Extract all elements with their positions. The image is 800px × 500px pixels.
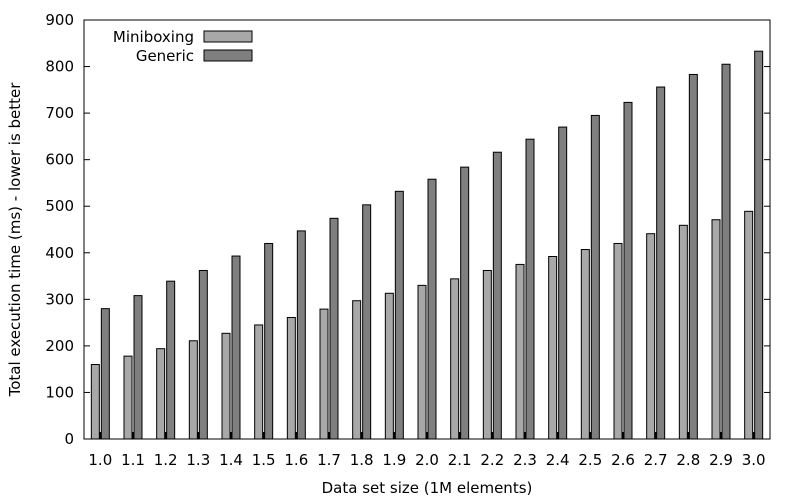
x-tick-label: 2.0	[415, 451, 439, 469]
bar-generic	[362, 204, 372, 440]
x-tick-label: 2.4	[546, 451, 570, 469]
bar-miniboxing	[286, 316, 296, 440]
y-tick-label: 600	[45, 151, 74, 169]
x-axis: 1.0 1.1 1.2 1.3 1.4 1.5 1.6 1.7 1.8 1.9 2.0 2.1 2.2 2…	[88, 432, 766, 469]
x-tick-label: 2.9	[709, 451, 733, 469]
x-tick-label: 2.8	[676, 451, 700, 469]
bar-miniboxing	[613, 242, 623, 440]
bar-generic	[100, 308, 110, 440]
plot-frame	[83, 19, 771, 440]
x-tick-label: 2.3	[513, 451, 537, 469]
x-tick-label: 1.5	[252, 451, 276, 469]
bar-generic	[623, 101, 633, 440]
y-axis-label: Total execution time (ms) - lower is bet…	[6, 82, 24, 398]
bar-miniboxing	[450, 278, 460, 440]
bar-miniboxing	[548, 256, 558, 440]
y-tick-label: 200	[45, 337, 74, 355]
x-tick-label: 1.1	[121, 451, 145, 469]
bar-generic	[231, 255, 241, 440]
legend-swatch	[203, 30, 253, 43]
y-axis: 0 100 200 300 400 500 600 700 800 900	[45, 11, 770, 448]
y-tick-label: 0	[64, 430, 74, 448]
bar-generic	[198, 269, 208, 440]
bar-miniboxing	[711, 219, 721, 440]
bar-miniboxing	[646, 233, 656, 440]
y-tick-label: 500	[45, 197, 74, 215]
bar-generic	[525, 138, 535, 440]
bar-generic	[590, 114, 600, 440]
legend-label: Miniboxing	[113, 28, 194, 46]
x-tick-label: 1.7	[317, 451, 341, 469]
bar-miniboxing	[678, 224, 688, 440]
bar-generic	[166, 280, 176, 440]
y-tick-label: 800	[45, 58, 74, 76]
bar-generic	[688, 73, 698, 440]
legend-label: Generic	[136, 47, 194, 65]
bar-miniboxing	[417, 284, 427, 440]
bar-generic	[133, 295, 143, 440]
bar-miniboxing	[515, 263, 525, 440]
x-tick-label: 1.6	[284, 451, 308, 469]
x-tick-label: 2.1	[448, 451, 472, 469]
bar-miniboxing	[156, 348, 166, 440]
x-tick-label: 1.3	[186, 451, 210, 469]
x-tick-label: 1.4	[219, 451, 243, 469]
bar-miniboxing	[90, 364, 100, 440]
y-tick-label: 100	[45, 383, 74, 401]
y-tick-label: 700	[45, 104, 74, 122]
bar-miniboxing	[254, 324, 264, 440]
bar-miniboxing	[580, 249, 590, 440]
bar-generic	[329, 217, 339, 440]
x-tick-label: 3.0	[742, 451, 766, 469]
x-tick-label: 2.2	[480, 451, 504, 469]
bar-miniboxing	[319, 308, 329, 440]
x-tick-label: 1.0	[88, 451, 112, 469]
bar-generic	[427, 178, 437, 440]
bar-miniboxing	[221, 332, 231, 440]
y-tick-label: 300	[45, 290, 74, 308]
bar-generic	[460, 166, 470, 440]
bar-miniboxing	[123, 355, 133, 440]
bar-miniboxing	[744, 210, 754, 440]
bar-generic	[296, 230, 306, 440]
x-tick-label: 2.5	[578, 451, 602, 469]
bar-generic	[264, 242, 274, 440]
x-axis-label: Data set size (1M elements)	[322, 479, 533, 497]
legend-swatch	[203, 49, 253, 62]
bar-miniboxing	[352, 300, 362, 440]
y-tick-label: 400	[45, 244, 74, 262]
bar-generic	[394, 190, 404, 440]
x-tick-label: 2.6	[611, 451, 635, 469]
x-tick-label: 2.7	[644, 451, 668, 469]
bars	[90, 50, 764, 440]
bar-generic	[492, 151, 502, 440]
bar-generic	[656, 86, 666, 440]
y-tick-label: 900	[45, 11, 74, 29]
bar-miniboxing	[482, 269, 492, 440]
x-tick-label: 1.9	[382, 451, 406, 469]
bar-generic	[721, 63, 731, 440]
x-tick-label: 1.2	[154, 451, 178, 469]
bar-miniboxing	[188, 340, 198, 440]
bar-generic	[558, 126, 568, 440]
x-tick-label: 1.8	[350, 451, 374, 469]
bar-miniboxing	[384, 292, 394, 440]
bar-generic	[754, 50, 764, 440]
